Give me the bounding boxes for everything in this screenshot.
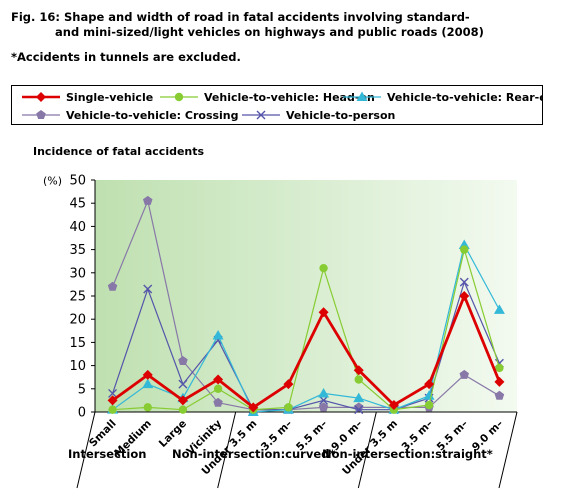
chart-title: Fig. 16: Shape and width of road in fata…: [11, 10, 484, 40]
legend-marker: [36, 92, 46, 102]
data-point: [318, 402, 329, 412]
legend-marker: [36, 110, 46, 119]
y-tick-label: 25: [69, 290, 86, 305]
series-line: [112, 198, 500, 411]
data-point: [178, 379, 188, 389]
legend-label: Single-vehicle: [66, 91, 153, 104]
chart-title-line-1: Fig. 16: Shape and width of road in fata…: [11, 10, 470, 24]
data-point: [107, 395, 118, 406]
x-group-label: Intersection: [68, 447, 146, 461]
x-group-separator: [357, 411, 377, 489]
series-line: [111, 292, 501, 410]
data-point: [319, 395, 329, 405]
data-point: [213, 397, 223, 407]
data-point: [177, 395, 188, 406]
y-tick-label: 45: [69, 197, 86, 212]
data-point: [494, 376, 505, 387]
data-point: [388, 400, 399, 411]
data-point: [178, 405, 188, 414]
data-point: [143, 403, 152, 412]
legend-svg: Single-vehicle Vehicle-to-vehicle: Head-o…: [22, 91, 542, 122]
x-group-separator: [217, 411, 237, 489]
y-axis-label: Incidence of fatal accidents: [33, 145, 205, 158]
data-point: [493, 304, 505, 314]
data-point: [494, 390, 505, 400]
legend: Single-vehicle Vehicle-to-vehicle: Head-o…: [11, 85, 543, 125]
data-point: [142, 378, 154, 389]
legend-label: Vehicle-to-vehicle: Head-on: [204, 91, 375, 104]
data-point: [283, 379, 294, 390]
data-point: [353, 392, 365, 403]
data-point: [424, 379, 435, 390]
chart-note: *Accidents in tunnels are excluded.: [11, 50, 241, 64]
data-point: [460, 245, 469, 254]
data-point: [142, 369, 153, 380]
data-point: [459, 291, 470, 301]
data-point: [423, 390, 435, 400]
data-point: [353, 365, 364, 376]
y-tick-label: 5: [78, 382, 86, 397]
plot-area: [95, 180, 517, 412]
legend-marker: [174, 92, 184, 102]
x-group-label: Non-intersection:curved*: [172, 447, 335, 461]
legend-label: Vehicle-to-vehicle: Crossing: [66, 109, 239, 122]
y-tick-label: 20: [69, 313, 86, 328]
data-point: [108, 405, 117, 414]
data-point: [143, 284, 153, 294]
data-point: [424, 400, 434, 410]
x-tick-label: Large: [157, 418, 189, 450]
y-tick-label: 30: [69, 266, 86, 281]
legend-label: Vehicle-to-vehicle: Rear-end: [387, 91, 542, 104]
data-point: [108, 388, 118, 398]
data-point: [212, 329, 224, 340]
data-point: [178, 356, 188, 365]
data-point: [354, 375, 363, 384]
y-unit-label: (%): [43, 175, 62, 188]
data-point: [318, 307, 329, 318]
y-tick-label: 0: [78, 406, 86, 421]
x-tick-label: Small: [87, 418, 119, 450]
chart-title-line-2: and mini-sized/light vehicles on highway…: [55, 25, 484, 39]
y-tick-label: 50: [69, 174, 86, 189]
x-group-separator: [76, 411, 96, 489]
data-point: [248, 402, 259, 413]
data-point: [495, 363, 504, 373]
x-group-separator: [498, 411, 518, 489]
y-tick-label: 40: [69, 220, 86, 235]
legend-label: Vehicle-to-person: [286, 109, 395, 122]
x-group-label: Non-intersection:straight*: [322, 447, 493, 461]
data-point: [284, 403, 293, 412]
legend-marker: [356, 91, 368, 101]
data-point: [213, 384, 223, 393]
data-point: [318, 387, 330, 398]
data-point: [354, 405, 364, 415]
data-point: [107, 281, 118, 291]
data-point: [143, 195, 153, 205]
data-point: [319, 263, 328, 273]
y-tick-label: 15: [69, 336, 86, 351]
y-tick-label: 10: [69, 359, 86, 374]
y-tick-label: 35: [69, 243, 86, 258]
series-line: [112, 247, 500, 411]
data-point: [459, 277, 469, 287]
legend-marker: [256, 110, 266, 120]
data-point: [459, 369, 469, 379]
data-point: [213, 374, 224, 385]
